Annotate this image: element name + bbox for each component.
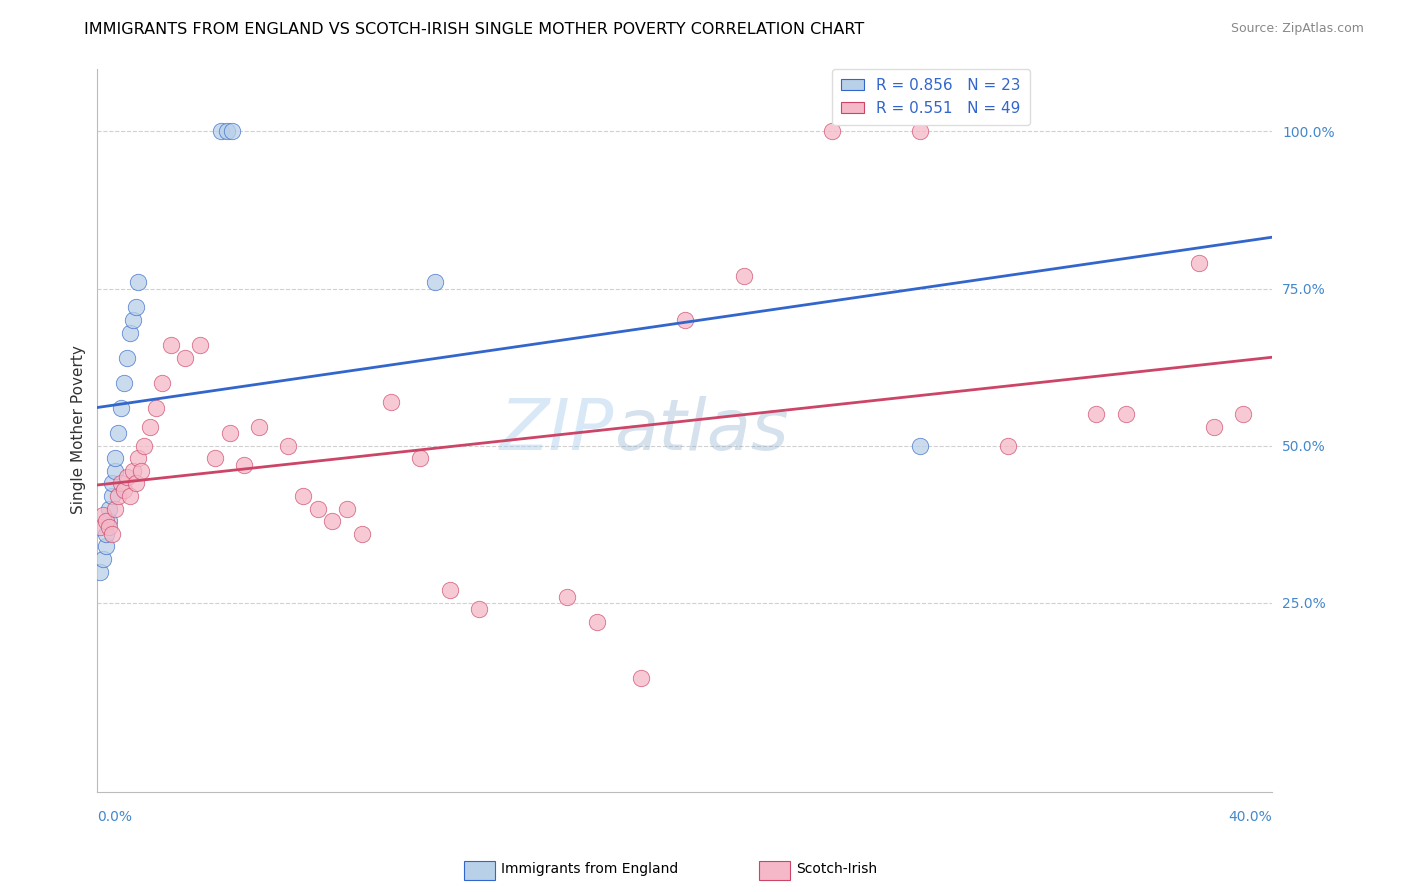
- Point: [101, 526, 124, 541]
- Point: [468, 602, 491, 616]
- Point: [1085, 407, 1108, 421]
- Point: [277, 439, 299, 453]
- Point: [204, 451, 226, 466]
- Point: [121, 313, 143, 327]
- Point: [425, 275, 447, 289]
- Point: [997, 439, 1019, 453]
- Point: [96, 514, 118, 528]
- Point: [1202, 420, 1225, 434]
- Point: [101, 489, 124, 503]
- Point: [159, 338, 181, 352]
- Point: [1232, 407, 1254, 421]
- Point: [121, 464, 143, 478]
- Point: [115, 351, 138, 365]
- Point: [145, 401, 167, 415]
- Point: [733, 268, 755, 283]
- Point: [104, 501, 127, 516]
- Point: [96, 540, 118, 554]
- Point: [247, 420, 270, 434]
- Point: [1188, 256, 1211, 270]
- Point: [439, 583, 461, 598]
- Point: [150, 376, 173, 390]
- Point: [104, 451, 127, 466]
- Point: [110, 401, 132, 415]
- Point: [139, 420, 162, 434]
- Point: [101, 476, 124, 491]
- Point: [221, 124, 243, 138]
- Point: [557, 590, 579, 604]
- Point: [1115, 407, 1137, 421]
- Point: [585, 615, 607, 629]
- Text: Source: ZipAtlas.com: Source: ZipAtlas.com: [1230, 22, 1364, 36]
- Point: [131, 464, 153, 478]
- Point: [127, 275, 149, 289]
- Point: [107, 489, 129, 503]
- Point: [209, 124, 232, 138]
- Point: [350, 526, 373, 541]
- Point: [630, 672, 652, 686]
- Point: [124, 301, 146, 315]
- Point: [107, 426, 129, 441]
- Point: [89, 565, 111, 579]
- Text: IMMIGRANTS FROM ENGLAND VS SCOTCH-IRISH SINGLE MOTHER POVERTY CORRELATION CHART: IMMIGRANTS FROM ENGLAND VS SCOTCH-IRISH …: [84, 22, 865, 37]
- Point: [908, 439, 931, 453]
- Point: [96, 526, 118, 541]
- Point: [908, 124, 931, 138]
- Point: [112, 483, 135, 497]
- Point: [409, 451, 432, 466]
- Point: [821, 124, 844, 138]
- Point: [134, 439, 156, 453]
- Text: 40.0%: 40.0%: [1229, 811, 1272, 824]
- Point: [89, 520, 111, 534]
- Point: [673, 313, 696, 327]
- Point: [104, 464, 127, 478]
- Point: [98, 520, 121, 534]
- Point: [98, 514, 121, 528]
- Point: [188, 338, 211, 352]
- Point: [91, 552, 114, 566]
- Point: [98, 501, 121, 516]
- Point: [127, 451, 149, 466]
- Text: ZIP: ZIP: [501, 395, 614, 465]
- Point: [321, 514, 343, 528]
- Point: [124, 476, 146, 491]
- Text: 0.0%: 0.0%: [97, 811, 132, 824]
- Point: [380, 394, 402, 409]
- Point: [291, 489, 314, 503]
- Point: [112, 376, 135, 390]
- Text: Immigrants from England: Immigrants from England: [501, 862, 678, 876]
- Y-axis label: Single Mother Poverty: Single Mother Poverty: [72, 345, 86, 515]
- Point: [307, 501, 329, 516]
- Point: [215, 124, 238, 138]
- Text: atlas: atlas: [614, 395, 789, 465]
- Point: [118, 326, 141, 340]
- Text: Scotch-Irish: Scotch-Irish: [796, 862, 877, 876]
- Point: [91, 508, 114, 522]
- Point: [218, 426, 240, 441]
- Point: [110, 476, 132, 491]
- Legend: R = 0.856   N = 23, R = 0.551   N = 49: R = 0.856 N = 23, R = 0.551 N = 49: [832, 69, 1029, 125]
- Point: [118, 489, 141, 503]
- Point: [115, 470, 138, 484]
- Point: [336, 501, 359, 516]
- Point: [174, 351, 197, 365]
- Point: [233, 458, 256, 472]
